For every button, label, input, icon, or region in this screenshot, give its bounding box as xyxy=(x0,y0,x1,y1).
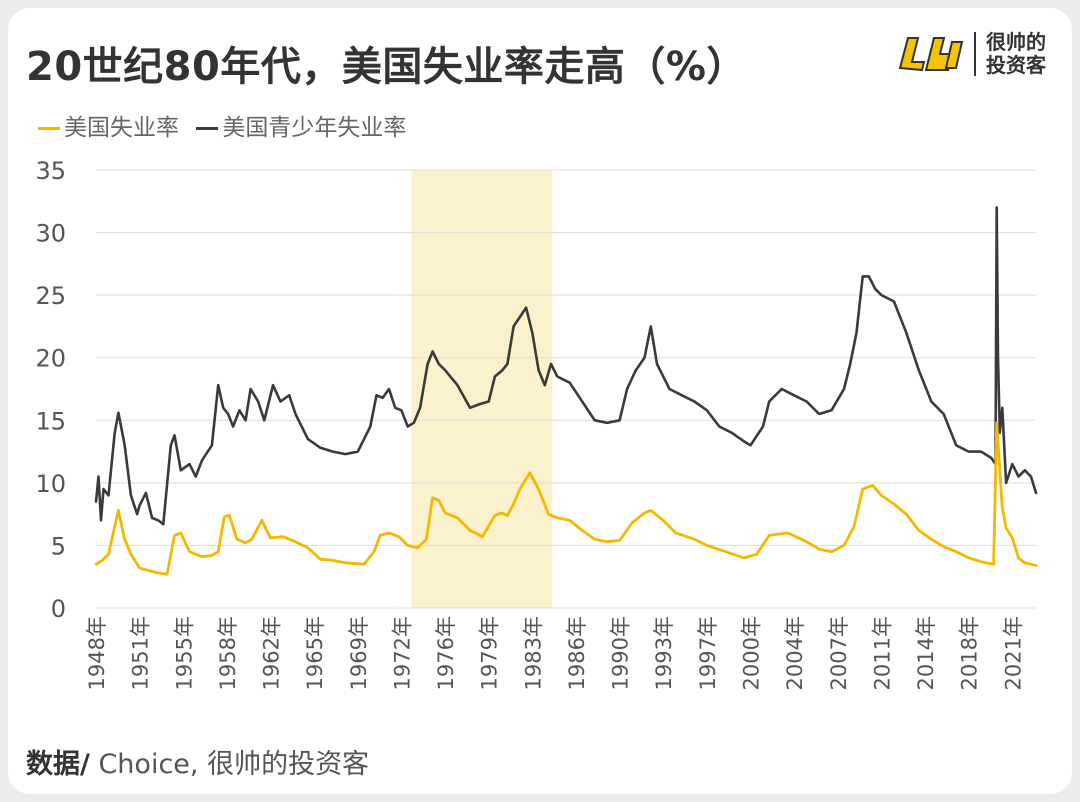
y-axis-ticks: 0 5 10 15 20 25 30 35 xyxy=(35,157,66,623)
x-tick-label-2014.5: 2014年 xyxy=(914,616,938,690)
x-tick-label-1986.5: 1986年 xyxy=(565,616,589,690)
x-tick-label-1997: 1997年 xyxy=(696,616,720,690)
x-tick-label-1990: 1990年 xyxy=(609,616,633,690)
x-tick-label-1979.5: 1979年 xyxy=(478,616,502,690)
legend-swatch-youth xyxy=(196,127,219,130)
x-tick-label-1948: 1948年 xyxy=(85,616,109,690)
legend-label-unemployment: 美国失业率 xyxy=(64,115,179,141)
legend-swatch-unemployment xyxy=(38,127,60,130)
logo-separator xyxy=(974,32,976,76)
x-axis-ticks: 1948年 1951年 1955年 1958年 1962年 1965年 1969年 1972年… xyxy=(85,616,1025,690)
shuai-logo-icon xyxy=(898,37,964,72)
chart-title: 20世纪80年代，美国失业率走高（%） xyxy=(26,44,747,90)
x-tick-label-2018: 2018年 xyxy=(958,616,982,690)
highlight-band xyxy=(411,170,553,608)
x-tick-label-2021.5: 2021年 xyxy=(1001,616,1025,690)
data-source: 数据/ Choice, 很帅的投资客 xyxy=(26,742,369,781)
x-tick-label-2011: 2011年 xyxy=(870,616,894,690)
brand-logo: 很帅的 投资客 xyxy=(894,28,1064,78)
series-line-unemployment xyxy=(94,421,1038,576)
x-tick-label-1965.5: 1965年 xyxy=(303,616,327,690)
brand-name-line1: 很帅的 xyxy=(986,30,1046,54)
x-tick-label-1958.5: 1958年 xyxy=(216,616,240,690)
x-tick-label-2004: 2004年 xyxy=(783,616,807,690)
y-tick-label-20: 20 xyxy=(35,345,66,373)
legend-item-unemployment: 美国失业率 xyxy=(38,108,179,142)
y-tick-label-35: 35 xyxy=(35,157,66,185)
y-tick-label-0: 0 xyxy=(51,595,66,623)
x-tick-label-1993.5: 1993年 xyxy=(652,616,676,690)
legend-item-youth: 美国青少年失业率 xyxy=(196,108,406,142)
series-layer xyxy=(94,206,1038,576)
x-tick-label-1969: 1969年 xyxy=(347,616,371,690)
source-text: Choice, 很帅的投资客 xyxy=(89,749,370,780)
gridlines-layer xyxy=(96,169,1036,609)
series-line-youth-unemployment xyxy=(94,206,1038,526)
x-tick-label-1983: 1983年 xyxy=(521,616,545,690)
x-tick-label-1976: 1976年 xyxy=(434,616,458,690)
brand-name-line2: 投资客 xyxy=(986,53,1046,77)
y-tick-label-15: 15 xyxy=(35,407,66,435)
y-tick-label-25: 25 xyxy=(35,282,66,310)
brand-name: 很帅的 投资客 xyxy=(986,31,1046,77)
legend-label-youth: 美国青少年失业率 xyxy=(222,115,407,141)
x-tick-label-1972.5: 1972年 xyxy=(390,616,414,690)
x-tick-label-2007.5: 2007年 xyxy=(827,616,851,690)
y-tick-label-30: 30 xyxy=(35,220,66,248)
y-tick-label-10: 10 xyxy=(35,470,66,498)
source-prefix: 数据/ xyxy=(26,749,90,780)
x-tick-label-1951.5: 1951年 xyxy=(129,616,153,690)
x-tick-label-1955: 1955年 xyxy=(172,616,196,690)
highlight-band-layer xyxy=(411,170,553,608)
y-tick-label-5: 5 xyxy=(51,532,66,560)
x-tick-label-2000.5: 2000年 xyxy=(740,616,764,690)
x-tick-label-1962: 1962年 xyxy=(260,616,284,690)
chart-legend: 美国失业率 美国青少年失业率 xyxy=(38,108,416,142)
